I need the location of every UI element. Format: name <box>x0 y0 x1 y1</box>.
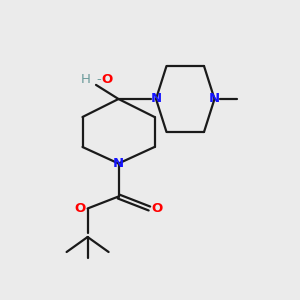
Text: -: - <box>97 73 101 86</box>
Text: O: O <box>74 202 86 215</box>
Text: H: H <box>81 73 90 86</box>
Text: O: O <box>101 73 113 86</box>
Text: O: O <box>151 202 163 215</box>
Text: N: N <box>113 157 124 170</box>
Text: N: N <box>150 92 162 106</box>
Text: N: N <box>209 92 220 106</box>
